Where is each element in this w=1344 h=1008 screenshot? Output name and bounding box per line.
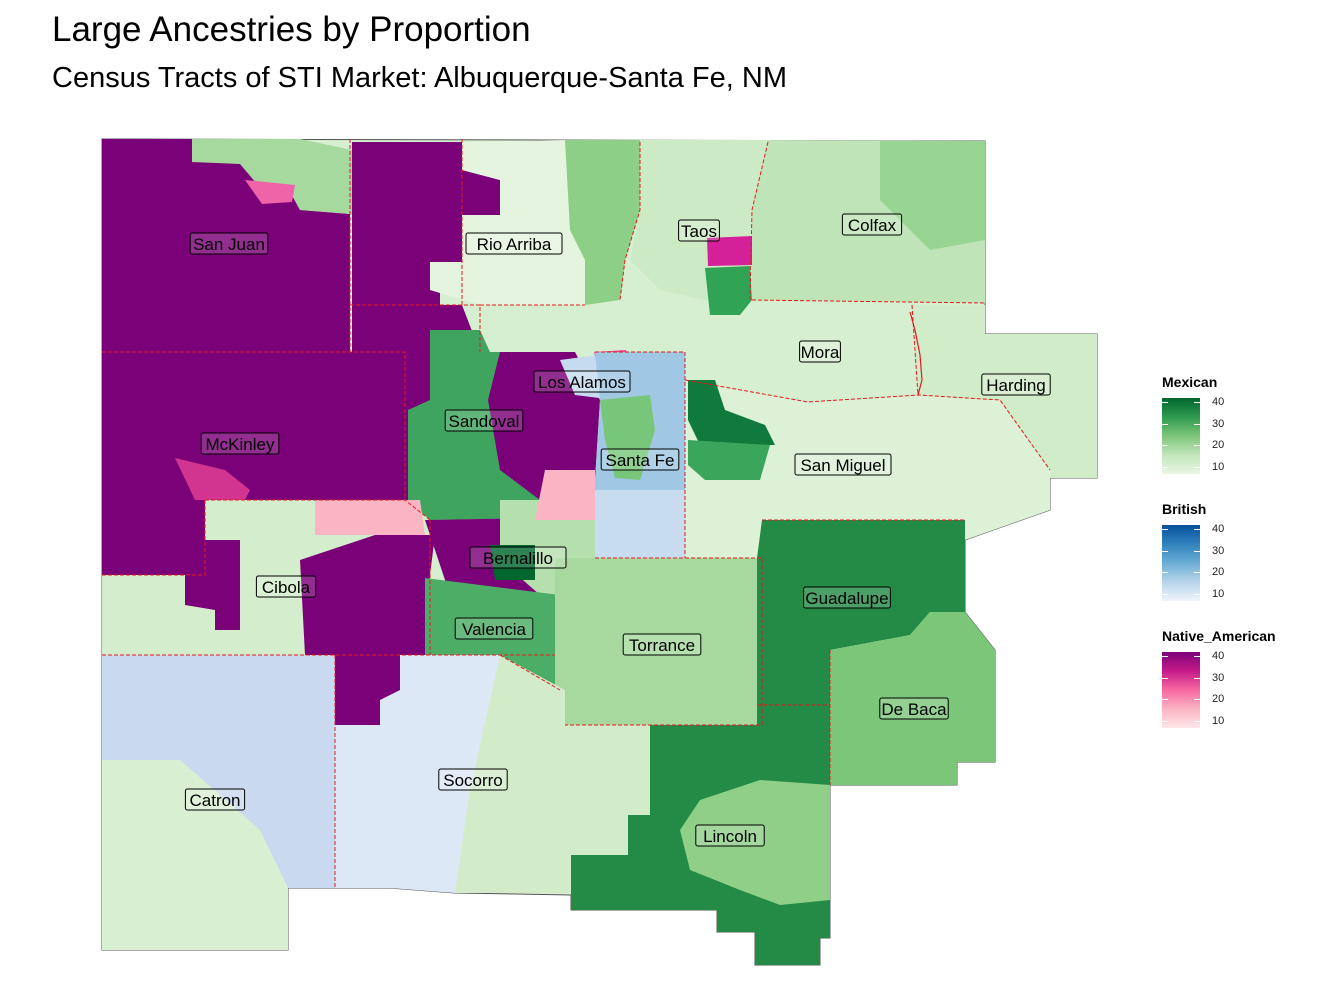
region-mckinley-pink [175, 458, 250, 500]
map-subtitle: Census Tracts of STI Market: Albuquerque… [52, 62, 787, 94]
county-label-san-juan: San Juan [189, 232, 269, 255]
region-sandoval-green [408, 330, 540, 520]
region-bernalillo-pink [535, 470, 595, 520]
legend-tick-label: 10 [1212, 461, 1225, 474]
region-san-miguel-mid [688, 440, 770, 480]
county-label-taos: Taos [678, 219, 720, 242]
county-label-text: Lincoln [703, 827, 757, 846]
county-label-socorro: Socorro [438, 768, 508, 791]
region-taos-pink [707, 236, 754, 266]
region-taos-dark [705, 266, 752, 315]
county-label-torrance: Torrance [622, 633, 702, 656]
legend-colorbar: 40 30 20 10 [1162, 523, 1302, 615]
region-mora [740, 300, 918, 402]
county-label-text: Valencia [462, 620, 526, 639]
legend-british: British 40 30 20 10 [1162, 501, 1302, 615]
county-label-text: Santa Fe [606, 451, 675, 470]
region-socorro-east [455, 655, 650, 893]
legend-tick-label: 40 [1212, 396, 1225, 408]
legend-mexican: Mexican 40 30 20 10 [1162, 374, 1302, 488]
county-label-text: Sandoval [449, 412, 520, 431]
region-santa-fe-green [600, 395, 655, 480]
county-label-rio-arriba: Rio Arriba [465, 232, 563, 255]
region-torrance [555, 558, 762, 725]
region-san-juan-pink [245, 180, 295, 204]
legend-color-ramp [1162, 398, 1200, 474]
legend-tick-label: 30 [1212, 671, 1225, 684]
county-label-text: Los Alamos [538, 373, 626, 392]
county-label-bernalillo: Bernalillo [469, 546, 567, 569]
county-label-harding: Harding [981, 373, 1051, 396]
county-label-cibola: Cibola [255, 575, 317, 598]
county-label-sandoval: Sandoval [444, 409, 524, 432]
county-label-text: Mora [801, 343, 840, 362]
county-label-lincoln: Lincoln [695, 824, 765, 847]
region-colfax-dark [880, 141, 985, 250]
region-lincoln-light [680, 780, 830, 905]
region-cibola-pink [315, 500, 425, 535]
region-bernalillo-dark [490, 545, 535, 580]
county-label-guadalupe: Guadalupe [803, 586, 891, 609]
county-label-los-alamos: Los Alamos [533, 370, 631, 393]
county-label-text: Socorro [443, 771, 503, 790]
region-santa-fe-light [595, 490, 685, 560]
legend-tick-label: 20 [1212, 693, 1225, 706]
county-label-mora: Mora [799, 340, 841, 363]
legend-title: British [1162, 501, 1207, 517]
region-socorro-purple [332, 655, 400, 725]
county-label-text: Cibola [262, 578, 311, 597]
county-label-text: Torrance [629, 636, 695, 655]
region-valencia [425, 578, 560, 690]
county-label-text: Colfax [848, 216, 897, 235]
county-label-text: San Juan [193, 235, 265, 254]
county-label-text: Rio Arriba [477, 235, 552, 254]
county-label-text: San Miguel [800, 456, 885, 475]
county-boundary-solid [909, 311, 923, 396]
legend-color-ramp [1162, 652, 1200, 728]
legend-tick-label: 30 [1212, 417, 1225, 430]
region-harding [912, 305, 1097, 478]
region-san-juan-north [192, 139, 352, 214]
county-label-catron: Catron [184, 788, 246, 811]
region-rio-arriba-west [352, 142, 500, 305]
region-rio-arriba [430, 140, 585, 305]
legend-title: Native_American [1162, 628, 1276, 644]
county-label-mckinley: McKinley [200, 432, 280, 455]
legend-tick-label: 20 [1212, 566, 1225, 579]
county-label-text: Bernalillo [483, 549, 553, 568]
county-label-text: Harding [986, 376, 1046, 395]
map-title: Large Ancestries by Proportion [52, 10, 531, 49]
region-rio-arriba-east [565, 140, 640, 305]
region-guadalupe [757, 520, 965, 705]
legend-tick-label: 10 [1212, 715, 1225, 728]
county-label-text: Taos [681, 222, 717, 241]
region-catron-green [102, 760, 288, 950]
legend-colorbar: 40 30 20 10 [1162, 396, 1302, 488]
county-label-valencia: Valencia [454, 617, 534, 640]
legend-title: Mexican [1162, 374, 1218, 390]
legend-tick-label: 10 [1212, 588, 1225, 601]
region-san-miguel-dark [688, 380, 775, 445]
legend-native-american: Native_American 40 30 20 10 [1162, 628, 1302, 742]
legend-tick-label: 40 [1212, 523, 1225, 535]
region-cibola-purple-a [185, 540, 240, 630]
county-label-text: Guadalupe [805, 589, 888, 608]
county-label-san-miguel: San Miguel [794, 453, 892, 476]
county-label-de-baca: De Baca [879, 697, 949, 720]
legend-tick-label: 40 [1212, 650, 1225, 662]
region-san-miguel [685, 380, 1050, 558]
county-label-text: De Baca [881, 700, 947, 719]
county-label-colfax: Colfax [841, 213, 903, 236]
legend-colorbar: 40 30 20 10 [1162, 650, 1302, 742]
region-mckinley [102, 352, 405, 575]
county-label-text: McKinley [206, 435, 275, 454]
county-label-text: Catron [189, 791, 240, 810]
county-label-santa-fe: Santa Fe [600, 448, 680, 471]
legend-tick-label: 30 [1212, 544, 1225, 557]
region-cibola-purple-b [300, 535, 435, 655]
legend-color-ramp [1162, 525, 1200, 601]
legend-tick-label: 20 [1212, 439, 1225, 452]
